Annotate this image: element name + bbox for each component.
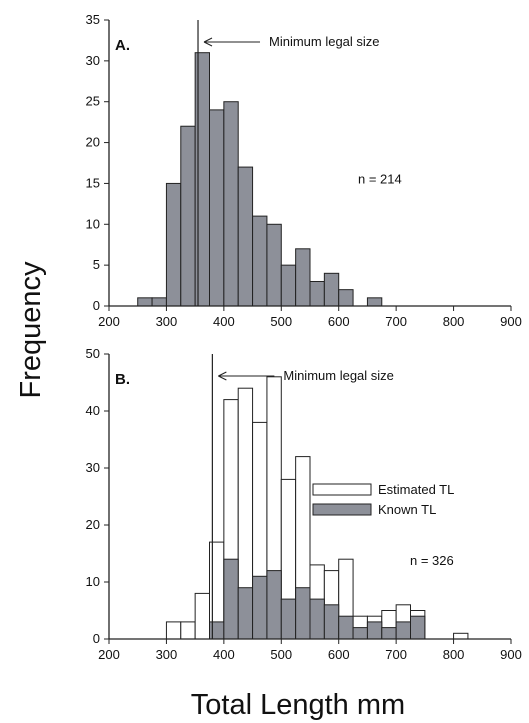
estimated-bar [194,592,210,640]
y-tick-label: 30 [86,460,100,475]
x-tick-label: 500 [270,647,292,662]
annotation-text: Minimum legal size [283,368,394,383]
y-axis-title: Frequency [15,261,47,399]
x-tick-label: 300 [156,314,178,329]
x-tick-label: 900 [500,647,522,662]
estimated-bar [180,621,196,640]
legend-swatch [312,483,372,496]
bar [209,109,225,307]
bar [338,289,354,307]
bar [223,101,239,307]
x-tick-label: 200 [98,314,120,329]
estimated-bar [453,632,469,640]
x-tick-label: 700 [385,647,407,662]
bar [165,182,182,307]
x-tick-label: 900 [500,314,522,329]
known-bar [266,570,282,640]
bar [194,52,210,307]
y-tick-label: 50 [86,346,100,361]
arrow-head [203,37,213,47]
n-label: n = 326 [410,553,454,568]
y-tick-label: 20 [86,517,100,532]
legend-label: Estimated TL [378,482,454,497]
known-bar [280,598,297,640]
x-tick-label: 200 [98,647,120,662]
x-tick-label: 300 [156,647,178,662]
x-tick-label: 500 [270,314,292,329]
y-tick-label: 0 [93,631,100,646]
panel-b: 0 10 20 30 40 50 200 300 400 500 600 700 800 900 Minim… [86,346,522,662]
bar [323,272,340,307]
bar [252,215,268,307]
known-bar [237,587,254,640]
known-bar [381,627,397,640]
y-tick-label: 0 [93,298,100,313]
bar [280,264,297,307]
bar [366,297,383,307]
x-tick-label: 700 [385,314,407,329]
known-bar [209,621,225,640]
panel-label: B. [115,371,130,388]
known-bar [366,621,383,640]
bar [137,297,153,307]
y-tick-label: 35 [86,12,100,27]
x-tick-label: 600 [328,314,350,329]
known-bar [395,621,411,640]
estimated-bar [165,621,182,640]
bar [266,223,282,307]
y-tick-label: 30 [86,53,100,68]
x-tick-label: 400 [213,314,235,329]
y-tick-label: 25 [86,94,100,109]
x-tick-label: 800 [443,314,465,329]
known-bar [323,604,340,640]
n-label: n = 214 [358,171,402,186]
y-tick-label: 40 [86,403,100,418]
y-tick-label: 15 [86,175,100,190]
known-bar [352,627,368,640]
bar [151,297,167,307]
y-tick-label: 20 [86,135,100,150]
known-bar [410,615,426,640]
legend-swatch [312,503,372,516]
x-tick-label: 400 [213,647,235,662]
known-bar [223,558,239,640]
bar [237,166,254,307]
known-bar [309,598,325,640]
annotation-text: Minimum legal size [269,34,380,49]
known-bar [295,587,311,640]
panel-a: 0 5 10 15 20 25 30 35 200 300 400 500 600 700 800 900 Mi… [86,12,522,329]
y-tick-label: 10 [86,216,100,231]
legend-label: Known TL [378,502,436,517]
known-bar [252,575,268,640]
x-tick-label: 600 [328,647,350,662]
bar [309,280,325,307]
bar [180,125,196,307]
known-bar [338,615,354,640]
x-axis-title: Total Length mm [191,689,405,721]
x-tick-label: 800 [443,647,465,662]
y-tick-label: 10 [86,574,100,589]
y-tick-label: 5 [93,257,100,272]
bar [295,248,311,307]
panel-label: A. [115,37,130,54]
arrow-head [218,371,227,381]
